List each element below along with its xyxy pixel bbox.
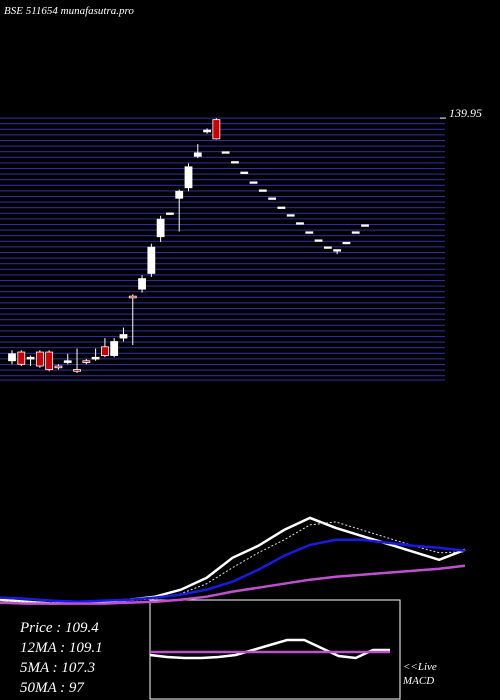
- candle-body: [8, 353, 16, 362]
- candle-body: [54, 365, 63, 369]
- price-panel-stripes: [0, 113, 445, 380]
- candle-body: [212, 119, 221, 140]
- candle-body: [184, 166, 193, 189]
- candle-body: [231, 161, 239, 164]
- info-text: 5MA : 107.3: [20, 660, 95, 676]
- candle-body: [296, 222, 304, 225]
- candle-body: [342, 241, 351, 245]
- candle-body: [138, 278, 146, 290]
- macd-title: <<Live: [403, 661, 437, 673]
- info-text: Price : 109.4: [19, 620, 99, 636]
- candle-body: [240, 171, 249, 174]
- chart-title: BSE 511654 munafasutra.pro: [4, 5, 134, 17]
- candle-body: [147, 246, 156, 274]
- candle-body: [305, 231, 314, 234]
- candle-body: [361, 224, 369, 227]
- candle-body: [249, 181, 258, 184]
- candle-body: [110, 341, 119, 356]
- candle-body: [156, 218, 165, 238]
- candle-body: [166, 212, 174, 215]
- candle-body: [100, 346, 109, 356]
- candle-body: [91, 356, 100, 360]
- candle-body: [17, 351, 26, 365]
- info-text: 50MA : 97: [20, 680, 85, 696]
- y-tick-label: 139.95: [449, 106, 482, 120]
- candle-body: [119, 334, 128, 339]
- series-line: [0, 538, 466, 603]
- candle-body: [203, 129, 211, 133]
- candle-body: [286, 214, 295, 217]
- info-text: 12MA : 109.1: [20, 640, 103, 656]
- candle-body: [73, 369, 81, 372]
- candle-body: [351, 231, 360, 234]
- candle-body: [268, 197, 277, 200]
- candle-body: [63, 360, 72, 363]
- candle-body: [323, 246, 332, 249]
- candle-body: [193, 152, 202, 157]
- candle-body: [221, 151, 230, 154]
- candle-body: [333, 249, 342, 252]
- candle-body: [277, 206, 286, 209]
- candle-body: [45, 351, 54, 370]
- candle-body: [175, 190, 184, 199]
- macd-box: [149, 599, 401, 700]
- candle-body: [82, 360, 91, 363]
- candle-body: [314, 239, 323, 242]
- candle-body: [26, 356, 35, 360]
- candle-body: [128, 295, 137, 299]
- series-line: [149, 638, 390, 660]
- series-line: [0, 564, 466, 605]
- candle-body: [258, 189, 267, 192]
- candle-body: [35, 351, 44, 367]
- macd-subtitle: MACD: [402, 675, 434, 687]
